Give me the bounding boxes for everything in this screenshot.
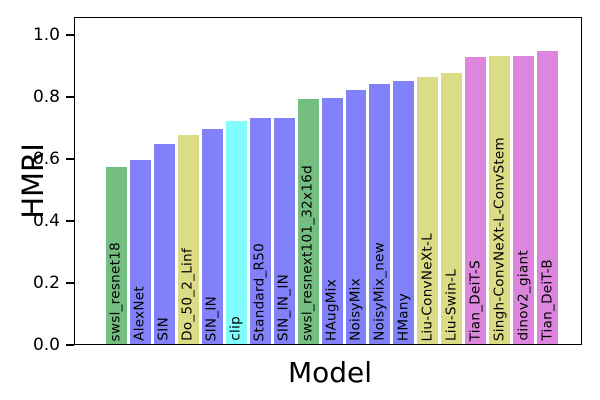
y-tick-label: 0.6 bbox=[32, 148, 60, 169]
bar-label: Singh-ConvNeXt-L-ConvStem bbox=[490, 136, 507, 341]
y-tick-mark bbox=[66, 344, 74, 346]
bar-Liu-ConvNeXt-L: Liu-ConvNeXt-L bbox=[417, 77, 439, 344]
bar-label: Tian_DeiT-S bbox=[467, 259, 484, 341]
y-tick-label: 0.4 bbox=[32, 210, 60, 231]
bar-SIN: SIN bbox=[153, 144, 175, 344]
bar-HAugMix: HAugMix bbox=[321, 97, 343, 344]
bar-label: SIN_IN bbox=[203, 295, 220, 341]
bar-label: Do_50_2_Linf bbox=[179, 248, 196, 341]
bar-AlexNet: AlexNet bbox=[129, 159, 151, 344]
bar-label: SIN_IN_IN bbox=[275, 273, 292, 341]
bar-label: clip bbox=[227, 316, 244, 341]
plot-area: swsl_resnet18 AlexNet SIN Do_50_2_Linf SIN_I… bbox=[74, 17, 582, 345]
bar-label: Tian_DeiT-B bbox=[538, 259, 555, 341]
bar-swsl_resnext101_32x16d: swsl_resnext101_32x16d bbox=[297, 99, 319, 344]
y-tick-mark bbox=[66, 281, 74, 284]
bars-container: swsl_resnet18 AlexNet SIN Do_50_2_Linf SIN_I… bbox=[75, 18, 581, 344]
x-axis-label: Model bbox=[287, 356, 373, 389]
bar-label: swsl_resnext101_32x16d bbox=[299, 164, 316, 341]
bar-Do_50_2_Linf: Do_50_2_Linf bbox=[177, 134, 199, 344]
bar-label: Liu-ConvNeXt-L bbox=[419, 232, 436, 341]
bar-label: NoisyMix bbox=[347, 278, 364, 341]
y-tick-label: 1.0 bbox=[32, 24, 60, 45]
bar-dinov2_giant: dinov2_giant bbox=[513, 55, 535, 344]
bar-label: dinov2_giant bbox=[514, 250, 531, 341]
bar-label: Liu-Swin-L bbox=[443, 268, 460, 341]
bar-label: NoisyMix_new bbox=[371, 242, 388, 341]
bar-Liu-Swin-L: Liu-Swin-L bbox=[441, 72, 463, 344]
bar-Standard_R50: Standard_R50 bbox=[249, 117, 271, 344]
bar-label: Standard_R50 bbox=[251, 242, 268, 341]
bar-SIN_IN: SIN_IN bbox=[201, 128, 223, 344]
bar-label: SIN bbox=[155, 317, 172, 341]
y-tick-label: 0.2 bbox=[32, 272, 60, 293]
bar-Tian_DeiT-B: Tian_DeiT-B bbox=[537, 51, 559, 344]
bar-label: HAugMix bbox=[323, 279, 340, 341]
bar-Singh-ConvNeXt-L-ConvStem: Singh-ConvNeXt-L-ConvStem bbox=[489, 55, 511, 344]
y-tick-mark bbox=[66, 219, 74, 222]
y-tick-label: 0.0 bbox=[32, 335, 60, 355]
bar-NoisyMix: NoisyMix bbox=[345, 89, 367, 344]
bar-swsl_resnet18: swsl_resnet18 bbox=[106, 167, 127, 344]
bar-label: AlexNet bbox=[131, 286, 148, 341]
bar-HMany: HMany bbox=[393, 80, 415, 344]
bar-clip: clip bbox=[225, 120, 247, 344]
bar-SIN_IN_IN: SIN_IN_IN bbox=[273, 117, 295, 344]
bar-label: HMany bbox=[395, 292, 412, 341]
y-tick-mark bbox=[66, 33, 74, 36]
bar-Tian_DeiT-S: Tian_DeiT-S bbox=[465, 57, 487, 344]
y-tick-label: 0.8 bbox=[32, 86, 60, 107]
bar-label: swsl_resnet18 bbox=[107, 241, 124, 341]
y-tick-mark bbox=[66, 95, 74, 98]
y-tick-mark bbox=[66, 157, 74, 160]
bar-NoisyMix_new: NoisyMix_new bbox=[369, 83, 391, 344]
